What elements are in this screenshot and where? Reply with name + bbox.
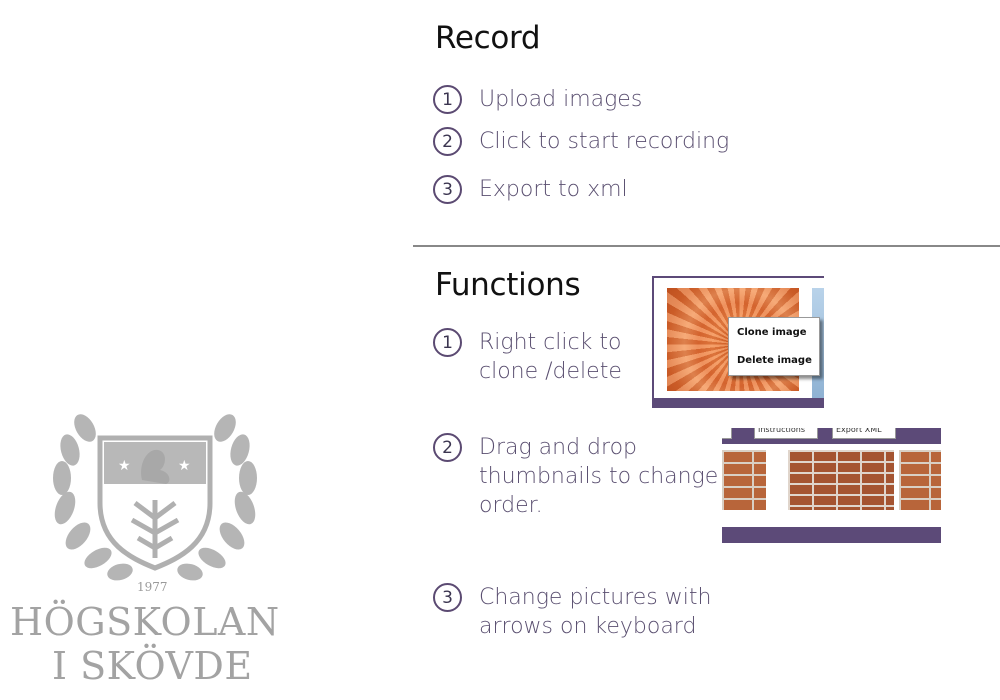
instructions-button[interactable]: Instructions [754, 428, 818, 439]
record-step-3-text: Export to xml [479, 177, 628, 202]
step-number-icon: 3 [433, 583, 462, 612]
delete-image-menu-item[interactable]: Delete image [737, 355, 812, 366]
section-divider [413, 245, 1000, 247]
functions-step-2-text: Drag and drop thumbnails to change order… [479, 435, 719, 518]
record-heading: Record [435, 20, 541, 56]
record-step-2: 2 Click to start recording [433, 127, 729, 156]
step-number-icon: 1 [433, 328, 462, 357]
svg-text:★: ★ [178, 458, 191, 474]
context-menu: Clone image Delete image [728, 317, 820, 376]
functions-step-3-text: Change pictures with arrows on keyboard [479, 585, 712, 639]
thumbnail-dragged[interactable] [788, 450, 894, 510]
logo-year: 1977 [137, 580, 168, 594]
record-step-3: 3 Export to xml [433, 175, 628, 204]
step-number-icon: 2 [433, 127, 462, 156]
functions-step-3: 3 Change pictures with arrows on keyboar… [433, 583, 711, 641]
step-number-icon: 3 [433, 175, 462, 204]
record-step-1: 1 Upload images [433, 85, 642, 114]
logo-text-line2: I SKÖVDE [52, 644, 253, 688]
functions-heading: Functions [435, 267, 581, 303]
svg-text:★: ★ [118, 458, 131, 474]
drag-drop-screenshot: Instructions Export XML [722, 428, 941, 543]
status-bar [722, 527, 941, 543]
university-crest-icon: ★ ★ [53, 414, 257, 581]
context-menu-screenshot: Clone image Delete image [652, 276, 824, 408]
functions-step-1: 1 Right click to clone /delete [433, 328, 622, 386]
logo-text-line1: HÖGSKOLAN [10, 600, 280, 644]
step-number-icon: 1 [433, 85, 462, 114]
toolbar-button-partial[interactable] [722, 428, 732, 439]
clone-image-menu-item[interactable]: Clone image [737, 327, 807, 338]
record-step-2-text: Click to start recording [479, 129, 730, 154]
purple-bar [654, 398, 824, 408]
export-xml-button[interactable]: Export XML [832, 428, 896, 439]
functions-step-1-text: Right click to clone /delete [479, 330, 622, 384]
thumbnail-left[interactable] [722, 450, 766, 510]
step-number-icon: 2 [433, 433, 462, 462]
functions-step-2: 2 Drag and drop thumbnails to change ord… [433, 433, 718, 520]
record-step-1-text: Upload images [479, 87, 643, 112]
thumbnail-right[interactable] [899, 450, 941, 510]
